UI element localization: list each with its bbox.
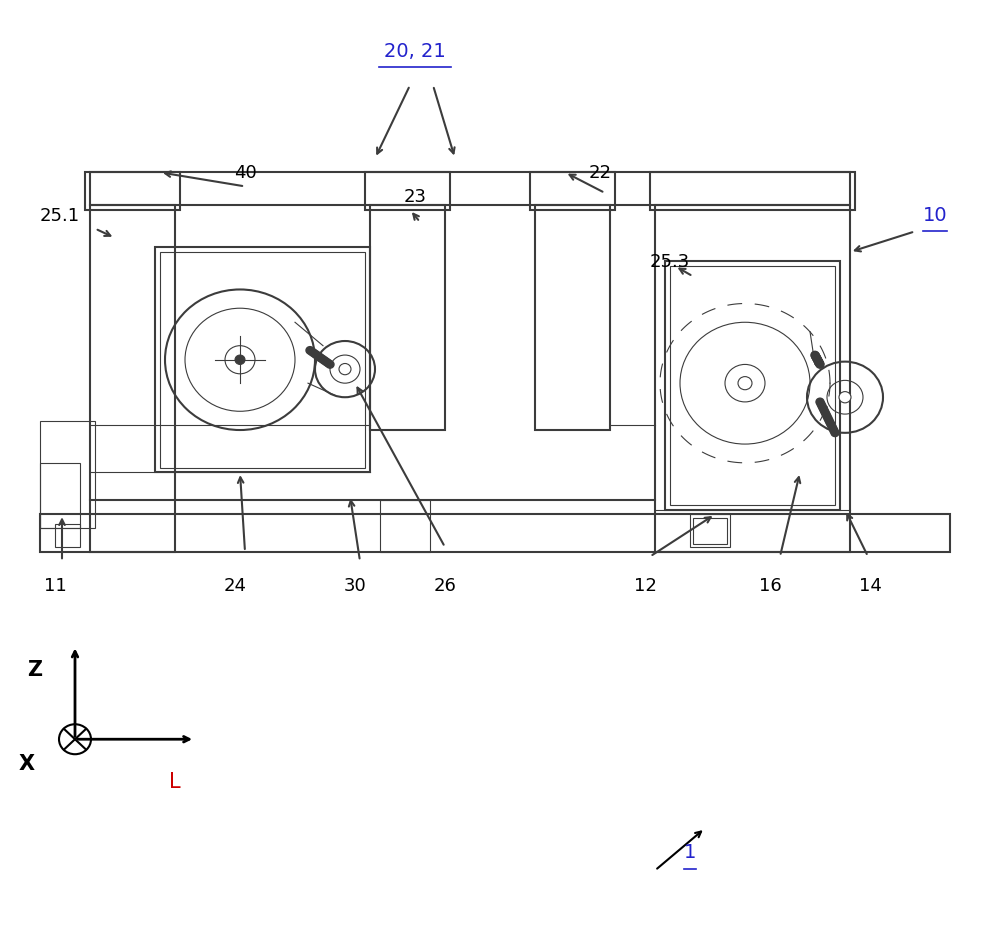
Circle shape bbox=[319, 357, 327, 364]
Circle shape bbox=[814, 358, 822, 366]
Circle shape bbox=[831, 430, 839, 437]
Text: 1: 1 bbox=[684, 842, 696, 861]
Circle shape bbox=[813, 355, 821, 362]
Text: 10: 10 bbox=[923, 206, 947, 225]
Bar bbox=[155, 248, 370, 473]
Bar bbox=[90, 173, 850, 206]
Circle shape bbox=[839, 392, 851, 403]
Circle shape bbox=[324, 360, 332, 368]
Circle shape bbox=[322, 358, 330, 366]
Circle shape bbox=[339, 364, 351, 375]
Circle shape bbox=[825, 417, 833, 425]
Circle shape bbox=[814, 358, 822, 365]
Bar bbox=[690, 515, 730, 548]
Circle shape bbox=[321, 358, 329, 365]
Circle shape bbox=[828, 422, 836, 430]
Bar bbox=[535, 206, 610, 431]
Circle shape bbox=[826, 420, 834, 428]
Text: 20, 21: 20, 21 bbox=[384, 42, 446, 61]
Circle shape bbox=[311, 351, 319, 358]
Circle shape bbox=[823, 413, 831, 420]
Bar bbox=[380, 501, 430, 552]
Circle shape bbox=[310, 350, 318, 358]
Bar bbox=[55, 524, 80, 548]
Circle shape bbox=[816, 361, 824, 369]
Bar bbox=[365, 173, 450, 211]
Circle shape bbox=[821, 408, 829, 416]
Bar bbox=[90, 206, 175, 552]
Circle shape bbox=[813, 356, 821, 363]
Circle shape bbox=[816, 360, 824, 368]
Bar bbox=[40, 463, 80, 529]
Circle shape bbox=[819, 406, 827, 414]
Text: 25.1: 25.1 bbox=[40, 206, 80, 225]
Circle shape bbox=[814, 357, 822, 364]
Text: 22: 22 bbox=[588, 164, 612, 183]
Circle shape bbox=[829, 425, 837, 432]
Text: Z: Z bbox=[27, 659, 43, 680]
Text: 12: 12 bbox=[634, 576, 656, 594]
Text: 24: 24 bbox=[224, 576, 246, 594]
Circle shape bbox=[815, 359, 823, 367]
Circle shape bbox=[815, 359, 823, 367]
Circle shape bbox=[822, 411, 830, 418]
Text: X: X bbox=[19, 753, 35, 773]
Text: 30: 30 bbox=[344, 576, 366, 594]
Circle shape bbox=[818, 403, 826, 411]
Circle shape bbox=[811, 353, 819, 360]
Circle shape bbox=[308, 348, 316, 356]
Circle shape bbox=[315, 354, 323, 361]
Circle shape bbox=[816, 399, 824, 406]
Circle shape bbox=[811, 352, 819, 359]
Circle shape bbox=[824, 416, 832, 423]
Circle shape bbox=[812, 354, 820, 361]
Text: 16: 16 bbox=[759, 576, 781, 594]
Text: 23: 23 bbox=[404, 187, 426, 206]
Circle shape bbox=[326, 361, 334, 369]
Circle shape bbox=[317, 355, 325, 362]
Circle shape bbox=[306, 347, 314, 355]
Bar bbox=[670, 267, 835, 505]
Bar bbox=[693, 519, 727, 545]
Circle shape bbox=[235, 356, 245, 365]
Bar bbox=[665, 262, 840, 510]
Bar bbox=[650, 173, 855, 211]
Text: L: L bbox=[169, 771, 181, 792]
Text: 25.3: 25.3 bbox=[650, 253, 690, 271]
Bar bbox=[370, 206, 445, 431]
Bar bbox=[655, 206, 850, 552]
Text: 40: 40 bbox=[234, 164, 256, 183]
Text: 26: 26 bbox=[434, 576, 456, 594]
Bar bbox=[85, 173, 180, 211]
Text: 11: 11 bbox=[44, 576, 66, 594]
Bar bbox=[160, 253, 365, 468]
Bar bbox=[40, 515, 950, 552]
Circle shape bbox=[313, 352, 321, 359]
Circle shape bbox=[812, 354, 820, 361]
Text: 14: 14 bbox=[859, 576, 881, 594]
Bar bbox=[530, 173, 615, 211]
Circle shape bbox=[813, 357, 821, 364]
Circle shape bbox=[817, 402, 825, 409]
Circle shape bbox=[830, 427, 838, 434]
Circle shape bbox=[738, 377, 752, 390]
Bar bbox=[40, 421, 95, 529]
